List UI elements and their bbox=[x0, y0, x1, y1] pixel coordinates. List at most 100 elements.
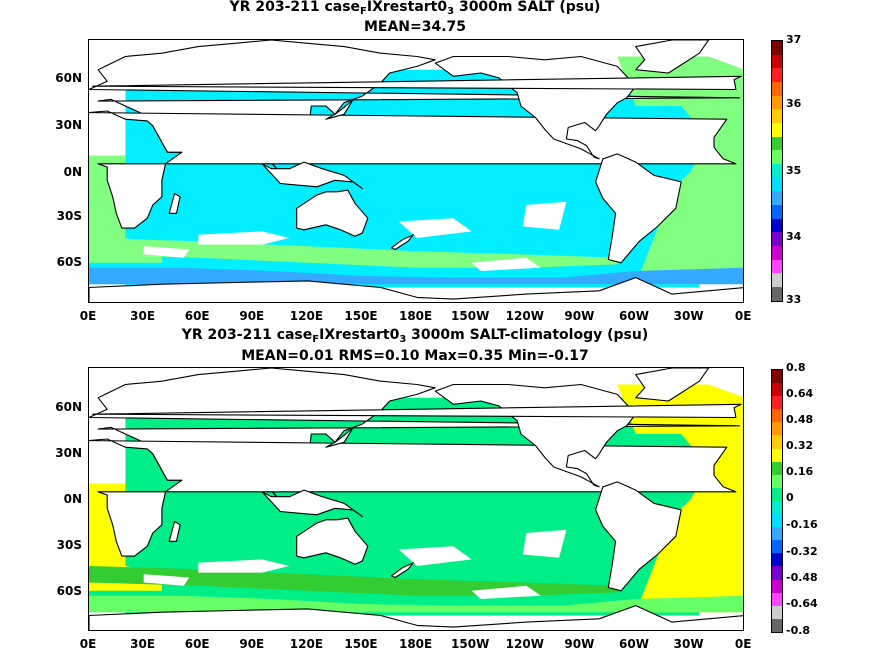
southern-field bbox=[89, 267, 743, 285]
coastline-indonesia bbox=[261, 489, 363, 518]
panel1-colorbar-label: 35 bbox=[786, 164, 802, 177]
panel2-xtick: 0E bbox=[734, 637, 752, 651]
shallow-region bbox=[398, 546, 472, 566]
panel2-xtick: 30W bbox=[673, 637, 704, 651]
panel1-title: YR 203-211 caseFIXrestart03 3000m SALT (… bbox=[229, 0, 601, 17]
colorbar-swatch bbox=[772, 579, 782, 593]
panel1-xtick: 120W bbox=[505, 309, 544, 323]
map-canvas bbox=[89, 40, 743, 302]
shallow-region bbox=[522, 201, 567, 230]
coastline-samerica bbox=[595, 481, 682, 592]
colorbar-swatch bbox=[772, 259, 782, 274]
panel2-title: YR 203-211 caseFIXrestart03 3000m SALT-c… bbox=[181, 327, 649, 345]
frontal-zone bbox=[89, 566, 618, 596]
colorbar-swatch bbox=[772, 448, 782, 462]
shallow-region bbox=[198, 231, 290, 245]
shallow-region bbox=[471, 585, 541, 599]
map-canvas bbox=[89, 368, 743, 630]
panel2-colorbar bbox=[771, 369, 783, 633]
colorbar-swatch bbox=[772, 54, 782, 69]
colorbar-swatch bbox=[772, 82, 782, 96]
panel2-subtitle: MEAN=0.01 RMS=0.10 Max=0.35 Min=-0.17 bbox=[241, 348, 589, 364]
panel1-ytick: 30N bbox=[55, 118, 82, 132]
panel1-xtick: 90E bbox=[239, 309, 265, 323]
panel2-ytick: 30N bbox=[55, 446, 82, 460]
coastline-uk bbox=[92, 75, 742, 91]
colorbar-swatch bbox=[772, 218, 782, 233]
panel2-colorbar-label: 0 bbox=[786, 491, 794, 504]
panel2-xtick: 60E bbox=[184, 637, 210, 651]
colorbar-swatch bbox=[772, 618, 782, 632]
colorbar-swatch bbox=[772, 383, 782, 397]
panel1-colorbar-label: 34 bbox=[786, 230, 802, 243]
panel2-colorbar-label: 0.64 bbox=[786, 387, 814, 400]
colorbar-swatch bbox=[772, 136, 782, 151]
colorbar-swatch bbox=[772, 287, 782, 301]
coastline-samerica bbox=[595, 153, 682, 264]
panel2-xtick: 150E bbox=[344, 637, 378, 651]
panel2-ytick: 0N bbox=[63, 492, 82, 506]
coastline-nz bbox=[390, 562, 414, 579]
panel2-xtick: 180E bbox=[398, 637, 433, 651]
southern-field bbox=[89, 595, 743, 613]
panel1-colorbar-label: 37 bbox=[786, 33, 802, 46]
colorbar-swatch bbox=[772, 177, 782, 192]
panel2-colorbar-label: -0.64 bbox=[786, 597, 818, 610]
colorbar-swatch bbox=[772, 500, 782, 515]
panel1-xtick: 0E bbox=[79, 309, 97, 323]
colorbar-swatch bbox=[772, 592, 782, 606]
panel1-colorbar bbox=[771, 40, 783, 302]
colorbar-swatch bbox=[772, 527, 782, 541]
panel1-xtick: 150E bbox=[344, 309, 378, 323]
coastline-australia bbox=[296, 189, 369, 237]
panel2-colorbar-label: 0.16 bbox=[786, 465, 814, 478]
panel1-ytick: 60S bbox=[56, 255, 82, 269]
colorbar-swatch bbox=[772, 95, 782, 110]
coastline-greenland bbox=[635, 40, 710, 74]
panel1-xtick: 30W bbox=[673, 309, 704, 323]
coastline-indonesia bbox=[261, 161, 363, 190]
shallow-region bbox=[471, 257, 541, 271]
panel1-xtick: 30E bbox=[130, 309, 156, 323]
panel2-map bbox=[88, 367, 744, 631]
coastline-antarctica bbox=[89, 605, 743, 630]
coastline-nz bbox=[390, 234, 414, 251]
panel2-ytick: 30S bbox=[56, 538, 82, 552]
colorbar-swatch bbox=[772, 109, 782, 124]
panel2-colorbar-label: -0.32 bbox=[786, 545, 818, 558]
panel1-xtick: 120E bbox=[289, 309, 324, 323]
atlantic-field bbox=[617, 56, 743, 285]
coastline-japan bbox=[325, 426, 354, 448]
panel1-ytick: 30S bbox=[56, 209, 82, 223]
panel1-xtick: 60E bbox=[184, 309, 210, 323]
panel2-colorbar-label: 0.48 bbox=[786, 413, 814, 426]
panel1-ytick: 0N bbox=[63, 165, 82, 179]
shallow-region bbox=[398, 218, 472, 238]
coastline-greenland bbox=[635, 368, 710, 402]
colorbar-swatch bbox=[772, 150, 782, 165]
colorbar-swatch bbox=[772, 566, 782, 580]
panel1-xtick: 180E bbox=[398, 309, 433, 323]
colorbar-swatch bbox=[772, 246, 782, 260]
coastline-uk bbox=[92, 403, 742, 419]
panel2-xtick: 30E bbox=[130, 637, 156, 651]
panel1-xtick: 0E bbox=[734, 309, 752, 323]
coastline-japan bbox=[325, 98, 354, 120]
panel2-ytick: 60S bbox=[56, 584, 82, 598]
atlantic-field bbox=[89, 483, 162, 591]
atlantic-field bbox=[89, 155, 162, 263]
colorbar-swatch bbox=[772, 514, 782, 528]
panel2-xtick: 0E bbox=[79, 637, 97, 651]
panel2-colorbar-label: 0.32 bbox=[786, 439, 814, 452]
panel2-xtick: 150W bbox=[451, 637, 490, 651]
frontal-zone bbox=[89, 238, 618, 268]
colorbar-swatch bbox=[772, 191, 782, 206]
colorbar-swatch bbox=[772, 232, 782, 247]
coastline-madagascar bbox=[168, 520, 181, 542]
colorbar-swatch bbox=[772, 461, 782, 475]
colorbar-swatch bbox=[772, 41, 782, 55]
colorbar-swatch bbox=[772, 422, 782, 436]
colorbar-swatch bbox=[772, 164, 782, 178]
panel1-xtick: 90W bbox=[564, 309, 595, 323]
colorbar-swatch bbox=[772, 474, 782, 488]
